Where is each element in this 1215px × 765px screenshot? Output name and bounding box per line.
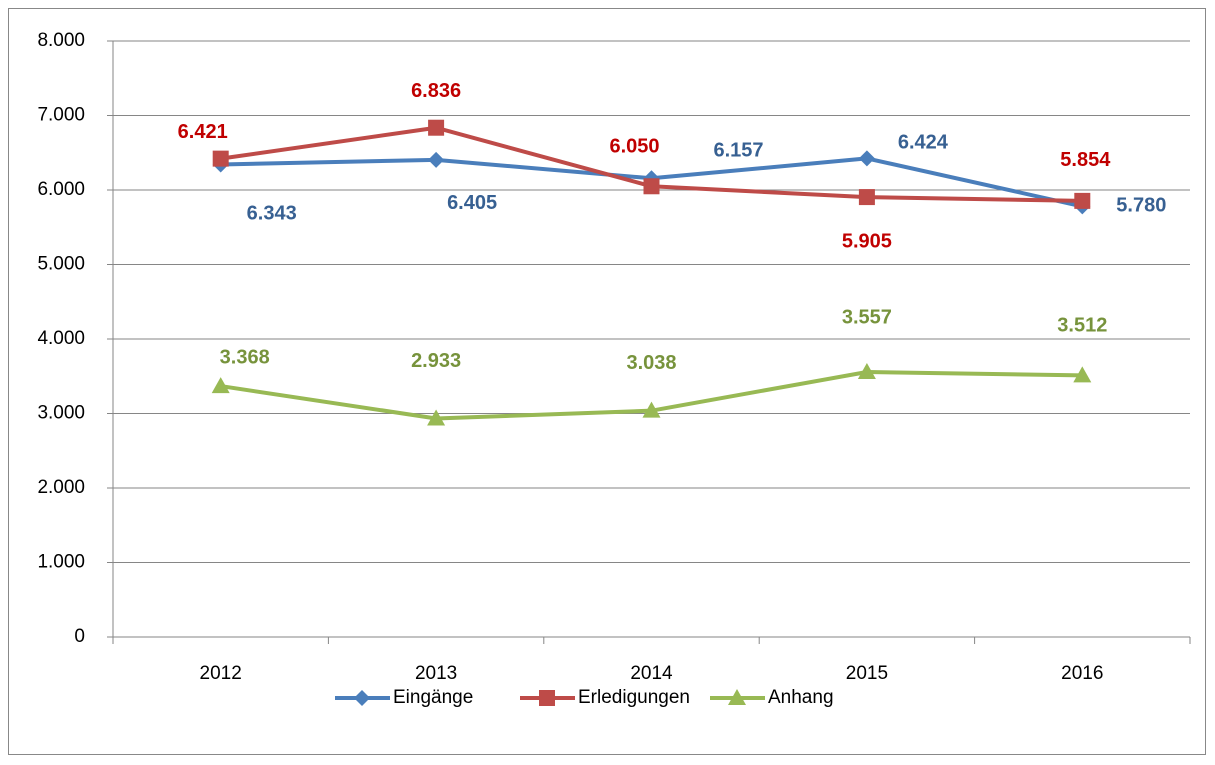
data-label: 6.424 <box>898 132 949 154</box>
y-tick-label: 5.000 <box>37 254 85 275</box>
x-tick-label: 2015 <box>846 663 888 684</box>
data-label: 6.050 <box>609 136 659 158</box>
data-label: 6.836 <box>411 80 461 102</box>
data-label: 5.854 <box>1060 149 1111 171</box>
chart-border <box>8 8 1206 755</box>
marker <box>428 151 445 168</box>
marker <box>212 150 229 167</box>
marker <box>858 150 875 167</box>
data-label: 5.780 <box>1116 195 1166 217</box>
y-tick-label: 6.000 <box>37 179 85 200</box>
x-tick-label: 2014 <box>630 663 673 684</box>
x-tick-label: 2016 <box>1061 663 1103 684</box>
marker <box>642 401 661 418</box>
marker <box>354 690 370 706</box>
legend-label: Erledigungen <box>578 687 690 708</box>
data-label: 6.157 <box>713 140 763 162</box>
data-label: 5.905 <box>842 230 892 252</box>
y-tick-label: 1.000 <box>37 552 85 573</box>
x-tick-label: 2012 <box>200 663 242 684</box>
data-label: 2.933 <box>411 350 461 372</box>
data-label: 3.368 <box>220 346 270 368</box>
marker <box>1074 192 1091 209</box>
y-tick-label: 8.000 <box>37 30 85 51</box>
y-tick-label: 7.000 <box>37 105 85 126</box>
data-label: 6.405 <box>447 192 497 214</box>
legend-label: Anhang <box>768 687 834 708</box>
marker <box>728 689 746 705</box>
marker <box>539 690 555 706</box>
data-label: 6.421 <box>178 121 228 143</box>
x-tick-label: 2013 <box>415 663 457 684</box>
legend-label: Eingänge <box>393 687 473 708</box>
data-label: 3.038 <box>626 352 676 374</box>
marker <box>211 377 230 394</box>
marker <box>857 363 876 380</box>
data-label: 6.343 <box>247 203 297 225</box>
y-tick-label: 4.000 <box>37 328 85 349</box>
y-tick-label: 3.000 <box>37 403 85 424</box>
y-tick-label: 0 <box>74 626 85 647</box>
y-tick-label: 2.000 <box>37 477 85 498</box>
data-label: 3.512 <box>1057 315 1107 337</box>
marker <box>643 178 660 195</box>
marker <box>428 119 445 136</box>
marker <box>1073 366 1092 383</box>
data-label: 3.557 <box>842 306 892 328</box>
marker <box>427 409 446 426</box>
marker <box>858 189 875 206</box>
